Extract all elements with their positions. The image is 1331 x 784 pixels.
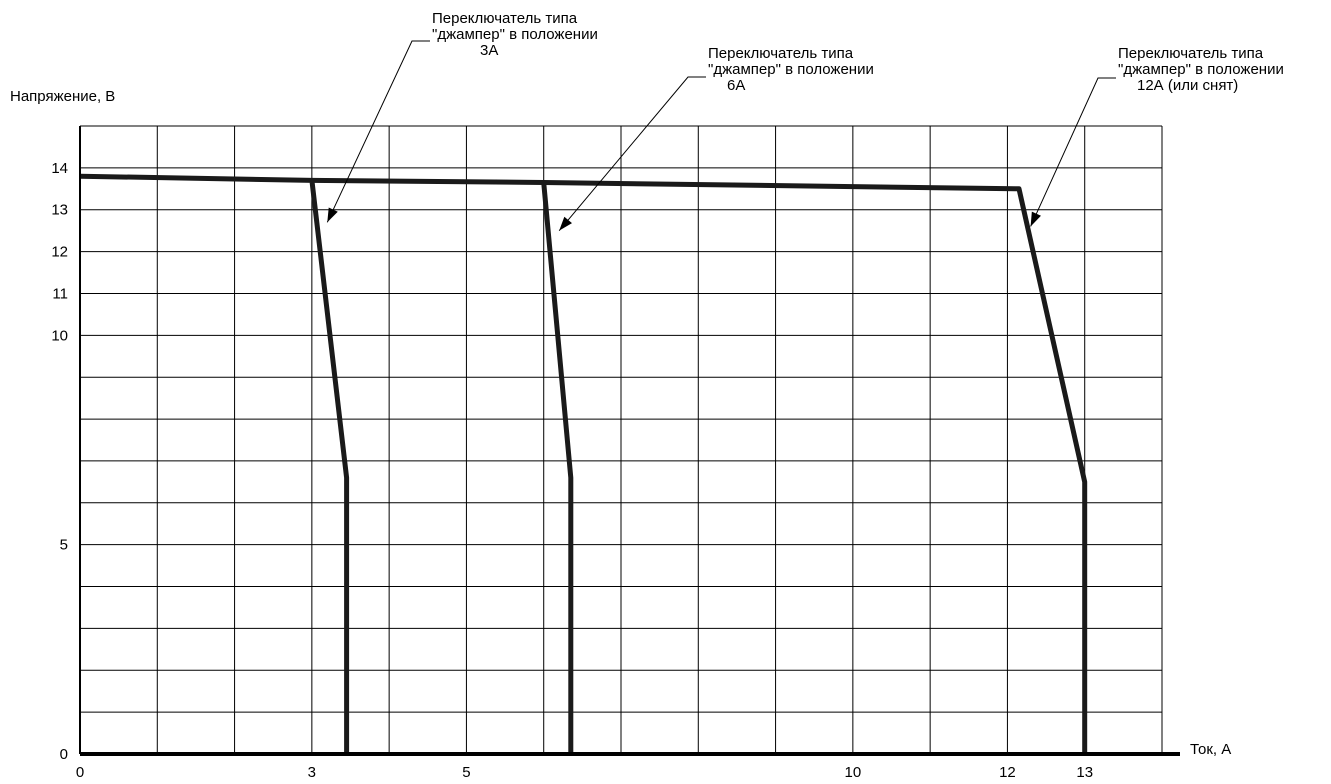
- tick-labels: 0 3 5 10 12 13 0 5 10 11 12 13 14: [51, 160, 1093, 781]
- annotation-text: "джампер" в положении: [432, 26, 598, 43]
- series-line: [79, 173, 350, 754]
- x-tick-label: 10: [845, 764, 862, 781]
- y-tick-label: 11: [52, 285, 68, 302]
- annotation-callout: Переключатель типа"джампер" в положении3…: [326, 10, 598, 223]
- axes: [79, 126, 1180, 756]
- annotation-text: Переключатель типа: [432, 10, 578, 27]
- annotation-callout: Переключатель типа"джампер" в положении6…: [558, 45, 874, 231]
- y-tick-label: 0: [60, 746, 68, 763]
- annotation-leader: [326, 40, 430, 223]
- annotation-arrowhead: [559, 216, 572, 231]
- annotation-text: "джампер" в положении: [1118, 61, 1284, 78]
- annotation-leader: [1030, 77, 1116, 227]
- annotation-text: Переключатель типа: [708, 45, 854, 62]
- annotation-text: 3А: [480, 42, 498, 59]
- grid: [79, 125, 1163, 755]
- x-tick-label: 3: [308, 764, 316, 781]
- annotation-callout: Переключатель типа"джампер" в положении1…: [1030, 45, 1284, 227]
- series-line: [311, 177, 574, 754]
- annotation-arrowhead: [1030, 211, 1041, 227]
- series-group: [79, 173, 1088, 754]
- annotations: Переключатель типа"джампер" в положении3…: [326, 10, 1284, 231]
- annotation-text: 12А (или снят): [1137, 77, 1238, 94]
- x-tick-label: 0: [76, 764, 84, 781]
- x-tick-label: 12: [999, 764, 1016, 781]
- annotation-text: "джампер" в положении: [708, 61, 874, 78]
- y-tick-label: 12: [51, 244, 68, 261]
- x-tick-label: 13: [1076, 764, 1093, 781]
- annotation-text: Переключатель типа: [1118, 45, 1264, 62]
- series-line: [543, 180, 1088, 754]
- annotation-leader: [558, 76, 706, 231]
- y-tick-label: 14: [51, 160, 68, 177]
- annotation-arrowhead: [327, 207, 338, 223]
- y-axis-title: Напряжение, В: [10, 88, 115, 105]
- y-tick-label: 5: [60, 537, 68, 554]
- x-tick-label: 5: [462, 764, 470, 781]
- y-tick-label: 13: [51, 202, 68, 219]
- annotation-text: 6А: [727, 77, 745, 94]
- y-tick-label: 10: [51, 327, 68, 344]
- x-axis-title: Ток, А: [1190, 741, 1231, 758]
